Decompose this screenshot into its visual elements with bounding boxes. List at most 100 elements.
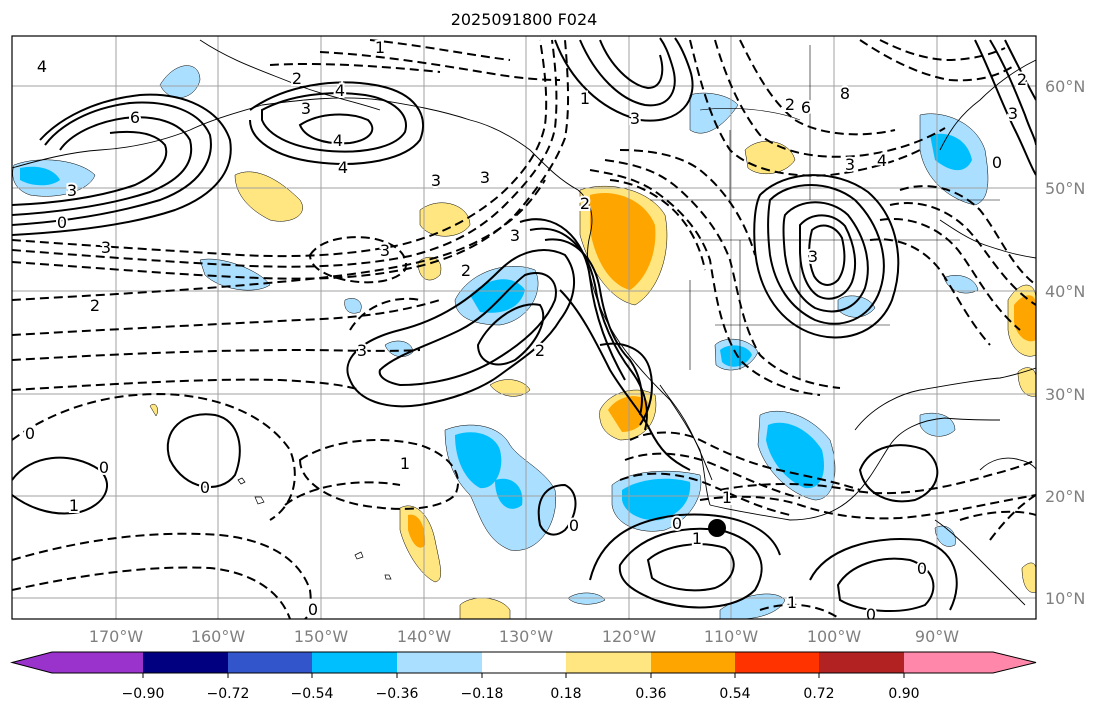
- colorbar-segment: [228, 652, 312, 673]
- coastline: [979, 457, 1036, 471]
- island-outline: [354, 551, 392, 580]
- contour-label: 2: [535, 341, 545, 360]
- contour-label: 0: [57, 213, 67, 232]
- contour-line: [689, 39, 921, 177]
- colorbar-tick-label: −0.18: [461, 686, 504, 702]
- contour-line: [166, 413, 241, 488]
- contour-line: [767, 184, 885, 325]
- contour-label: 0: [992, 153, 1002, 172]
- contour-line: [12, 93, 232, 236]
- longitude-tick-label: 150°W: [294, 627, 349, 646]
- colorbar-outline: [10, 651, 1037, 674]
- contour-line: [604, 159, 841, 389]
- contour-label: 4: [338, 158, 348, 177]
- longitude-tick-label: 140°W: [397, 627, 452, 646]
- contour-line: [714, 39, 946, 158]
- contour-line: [346, 249, 576, 408]
- anomaly-fill: [1017, 367, 1036, 397]
- island-outline: [237, 477, 265, 505]
- contour-line: [12, 378, 361, 391]
- contour-line: [858, 444, 939, 503]
- contour-line: [699, 494, 1036, 520]
- contour-line: [782, 201, 869, 313]
- contour-line: [12, 116, 193, 216]
- contour-label: 2: [461, 261, 471, 280]
- anomaly-fill: [720, 345, 752, 367]
- latitude-axis: 60°N 50°N 40°N 30°N 20°N 10°N: [1045, 77, 1085, 608]
- contour-line: [269, 62, 441, 73]
- anomaly-fill: [20, 166, 60, 186]
- contour-label: 3: [510, 226, 520, 245]
- coastline: [934, 519, 1026, 606]
- contour-label: 3: [845, 155, 855, 174]
- colorbar-segment: [819, 652, 904, 673]
- colorbar-segment: [482, 652, 566, 673]
- contour-label: 3: [630, 109, 640, 128]
- contour-line: [559, 289, 691, 471]
- contour-label: 3: [101, 238, 111, 257]
- contour-label: 0: [99, 458, 109, 477]
- contours-dashed: [12, 39, 1036, 619]
- contour-label: 4: [877, 151, 887, 170]
- contour-label: 0: [200, 478, 210, 497]
- longitude-tick-label: 90°W: [915, 627, 959, 646]
- contour-line: [319, 51, 561, 81]
- contour-label: 6: [801, 98, 811, 117]
- coastline: [12, 104, 263, 169]
- contour-label: 4: [333, 131, 343, 150]
- contour-label: 0: [672, 514, 682, 533]
- latitude-tick-label: 20°N: [1045, 487, 1085, 506]
- colorbar-tick-label: 0.18: [550, 686, 581, 702]
- colorbar-extend-low: [12, 652, 143, 673]
- contour-line: [12, 39, 558, 268]
- anomaly-fill: [622, 478, 691, 521]
- contour-label: 0: [569, 516, 579, 535]
- contour-label: 3: [357, 341, 367, 360]
- anomaly-fill: [1021, 562, 1036, 593]
- contour-line: [554, 37, 694, 122]
- latitude-tick-label: 30°N: [1045, 385, 1085, 404]
- contour-label: 3: [431, 171, 441, 190]
- contour-label: 1: [375, 38, 385, 57]
- coastline: [939, 219, 1036, 259]
- latitude-tick-label: 40°N: [1045, 282, 1085, 301]
- contour-line: [619, 149, 756, 256]
- anomaly-fill: [459, 597, 511, 619]
- contour-line: [537, 483, 577, 536]
- contour-label: 4: [37, 57, 47, 76]
- contour-line: [974, 39, 1036, 176]
- contour-label: 8: [840, 84, 850, 103]
- latitude-tick-label: 10°N: [1045, 589, 1085, 608]
- coastline: [199, 39, 381, 111]
- contour-line: [589, 169, 821, 396]
- contour-label: 1: [722, 488, 732, 507]
- contour-line: [646, 543, 735, 592]
- contour-label: 1: [692, 529, 702, 548]
- colorbar-tick-label: −0.54: [291, 686, 334, 702]
- longitude-tick-label: 130°W: [499, 627, 554, 646]
- storm-position-marker: [708, 519, 726, 537]
- colorbar-segment: [312, 652, 397, 673]
- contour-line: [879, 218, 1021, 331]
- contour-line: [589, 513, 781, 581]
- anomaly-fill: [590, 193, 656, 290]
- contour-label: 2: [90, 296, 100, 315]
- colorbar-tick-label: 0.36: [635, 686, 666, 702]
- colorbar-tick-label: −0.90: [122, 686, 165, 702]
- contour-line: [629, 431, 861, 491]
- contour-label: 3: [67, 181, 77, 200]
- contour-label: 0: [308, 600, 318, 619]
- anomaly-fill: [766, 422, 825, 489]
- contour-line: [12, 179, 546, 301]
- coastline: [261, 97, 579, 191]
- contour-label: 0: [917, 559, 927, 578]
- contour-line: [808, 224, 846, 286]
- contour-line: [12, 101, 212, 226]
- contour-line: [349, 297, 421, 331]
- contour-line: [476, 303, 545, 366]
- colorbar-segment: [651, 652, 735, 673]
- anomaly-fill: [234, 171, 303, 222]
- colorbar-tick-label: −0.36: [376, 686, 419, 702]
- state-boundaries: [650, 199, 1000, 380]
